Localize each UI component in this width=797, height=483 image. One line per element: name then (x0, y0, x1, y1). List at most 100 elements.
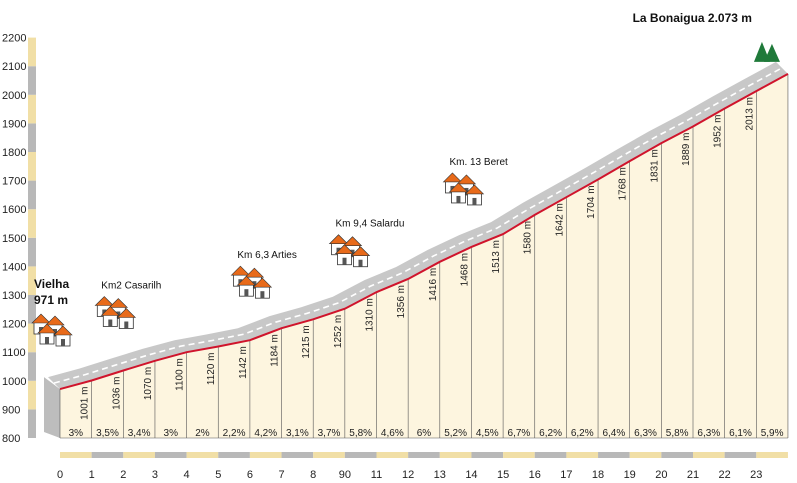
house-roof (116, 308, 137, 318)
house-roof (230, 265, 251, 276)
house-door (456, 195, 461, 203)
place-name: Km 9,4 Salardu (336, 219, 405, 230)
x-axis-band-segment (693, 452, 725, 458)
gradient-label: 4,2% (254, 428, 277, 439)
elevation-label: 1704 m (586, 185, 597, 218)
gradient-label: 5,9% (761, 428, 784, 439)
house-roof (328, 234, 349, 245)
road-centreline (53, 67, 783, 384)
x-tick-label: 8 (310, 469, 316, 481)
gradient-label: 4,5% (476, 428, 499, 439)
summit-label: La Bonaigua 2.073 m (633, 11, 752, 25)
elevation-label: 1952 m (713, 115, 724, 148)
gradient-label: 3% (69, 428, 84, 439)
y-tick-label: 1200 (2, 319, 26, 331)
place-name: Km 6,3 Arties (237, 250, 296, 261)
gradient-label: 3,1% (286, 428, 309, 439)
place-name: Vielha (34, 277, 69, 291)
x-tick-label: 6 (247, 469, 253, 481)
gradient-label: 2% (195, 428, 210, 439)
elevation-label: 1468 m (459, 253, 470, 286)
house-door (260, 291, 265, 299)
gradient-label: 4,6% (381, 428, 404, 439)
place-elevation: 971 m (34, 293, 68, 307)
y-axis-band-segment (28, 295, 36, 324)
x-tick-label: 14 (465, 469, 477, 481)
x-tick-label: 21 (687, 469, 699, 481)
elevation-label: 1100 m (175, 358, 186, 391)
x-axis-band-segment (186, 452, 219, 458)
house-roof (31, 313, 51, 324)
elevation-label: 1036 m (111, 377, 122, 410)
elevation-label: 1416 m (428, 268, 439, 301)
road-band (48, 61, 788, 390)
y-axis-band-segment (28, 237, 36, 267)
y-tick-label: 1800 (2, 147, 26, 159)
village-icon (442, 172, 485, 206)
x-tick-label: 0 (57, 469, 63, 481)
x-axis-band-segment (661, 452, 693, 458)
house-roof (334, 244, 355, 255)
x-tick-label: 18 (592, 469, 604, 481)
x-tick-label: 15 (497, 469, 509, 481)
elevation-label: 1120 m (206, 352, 217, 385)
x-axis-band-segment (756, 452, 788, 458)
house-roof (456, 174, 477, 185)
elevation-label: 1889 m (681, 133, 692, 166)
x-axis-band-segment (60, 452, 92, 458)
y-axis-band-segment (28, 209, 36, 238)
x-axis-band-segment (534, 452, 567, 458)
house-roof (448, 182, 469, 193)
house-door (358, 259, 363, 267)
house-roof (350, 246, 371, 257)
village-icon (31, 313, 73, 347)
y-tick-label: 900 (2, 404, 20, 416)
x-tick-label: 11 (371, 469, 382, 481)
x-tick-label: 5 (215, 469, 221, 481)
y-axis-band-segment (28, 180, 36, 210)
y-axis-band-segment (28, 409, 36, 438)
x-axis-band-segment (408, 452, 440, 458)
x-tick-label: 2 (120, 469, 126, 481)
y-axis-band-segment (28, 380, 36, 410)
x-axis-band-segment (439, 452, 472, 458)
y-axis-band-segment (28, 323, 36, 353)
profile-line (59, 73, 789, 391)
elevation-label: 1215 m (301, 325, 312, 358)
house-door (244, 289, 249, 297)
gradient-label: 5,2% (444, 428, 467, 439)
x-tick-label: 1 (89, 469, 95, 481)
house-roof (252, 277, 273, 288)
house-roof (342, 236, 363, 247)
y-tick-label: 1500 (2, 233, 26, 245)
y-axis-band-segment (28, 152, 36, 181)
elevation-label: 2013 m (744, 97, 755, 130)
x-axis-band-segment (313, 452, 345, 458)
x-axis-band-segment (154, 452, 187, 458)
house-roof (100, 306, 121, 316)
y-axis-band-segment (28, 123, 36, 152)
house-roof (94, 296, 115, 306)
y-tick-label: 2000 (2, 90, 26, 102)
y-tick-label: 1600 (2, 204, 26, 216)
x-axis-band-segment (566, 452, 599, 458)
y-axis-band-segment (28, 352, 36, 381)
profile-side-face (44, 377, 60, 438)
x-tick-label: 90 (339, 469, 351, 481)
x-tick-label: 4 (184, 469, 190, 481)
gradient-label: 2,2% (223, 428, 246, 439)
x-axis-band-segment (218, 452, 250, 458)
x-axis-band-segment (376, 452, 409, 458)
elevation-label: 1310 m (365, 298, 376, 331)
x-axis-band-segment (724, 452, 757, 458)
house-roof (244, 267, 265, 278)
gradient-label: 6,7% (508, 428, 531, 439)
gradient-label: 6,2% (539, 428, 562, 439)
house-door (472, 197, 477, 205)
house-door (108, 319, 113, 327)
y-axis-band-segment (28, 37, 36, 67)
x-tick-label: 7 (278, 469, 284, 481)
x-tick-label: 12 (402, 469, 414, 481)
